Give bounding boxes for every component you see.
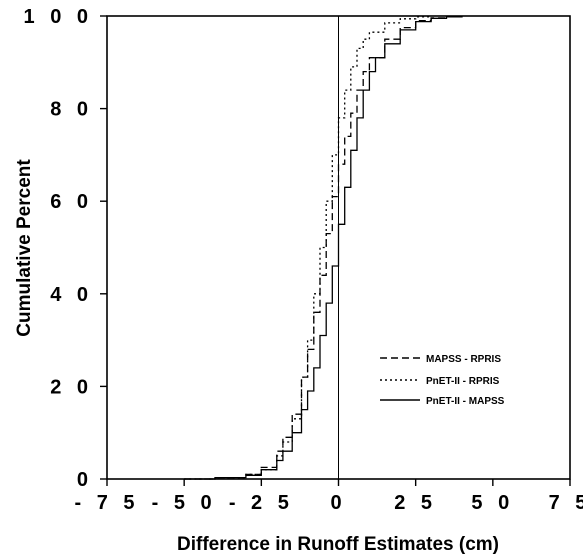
y-tick-label: 4 0 (50, 284, 93, 306)
x-axis-title: Difference in Runoff Estimates (cm) (177, 534, 499, 555)
x-tick-label: 5 0 (471, 492, 514, 514)
legend: MAPSS - RPRIS PnET-II - RPRIS PnET-II - … (380, 354, 505, 407)
series-line-mapss-rpris (184, 16, 448, 480)
x-tick-label: - 5 0 (152, 492, 217, 514)
x-tick-label: 7 5 (549, 492, 583, 514)
y-tick-label: 6 0 (50, 191, 93, 213)
y-axis-title: Cumulative Percent (14, 159, 35, 337)
legend-label-pnet-mapss: PnET-II - MAPSS (426, 396, 505, 407)
x-tick-label: 2 5 (394, 492, 437, 514)
legend-label-mapss-rpris: MAPSS - RPRIS (426, 354, 501, 365)
legend-label-pnet-rpris: PnET-II - RPRIS (426, 376, 500, 387)
y-tick-label: 2 0 (50, 376, 93, 398)
chart-marks: - 7 5 - 5 0 - 2 5 0 2 5 5 0 7 5 0 2 0 4 0 6 0 8 0 1 … (24, 6, 583, 514)
x-tick-label: - 2 5 (229, 492, 294, 514)
y-tick-label: 1 0 0 (24, 6, 93, 28)
x-tick-label: 0 (330, 492, 346, 514)
y-tick-label: 0 (77, 469, 93, 491)
series-line-pnet-ii-mapss (184, 16, 463, 480)
y-tick-label: 8 0 (50, 99, 93, 121)
x-tick-label: - 7 5 (74, 492, 139, 514)
